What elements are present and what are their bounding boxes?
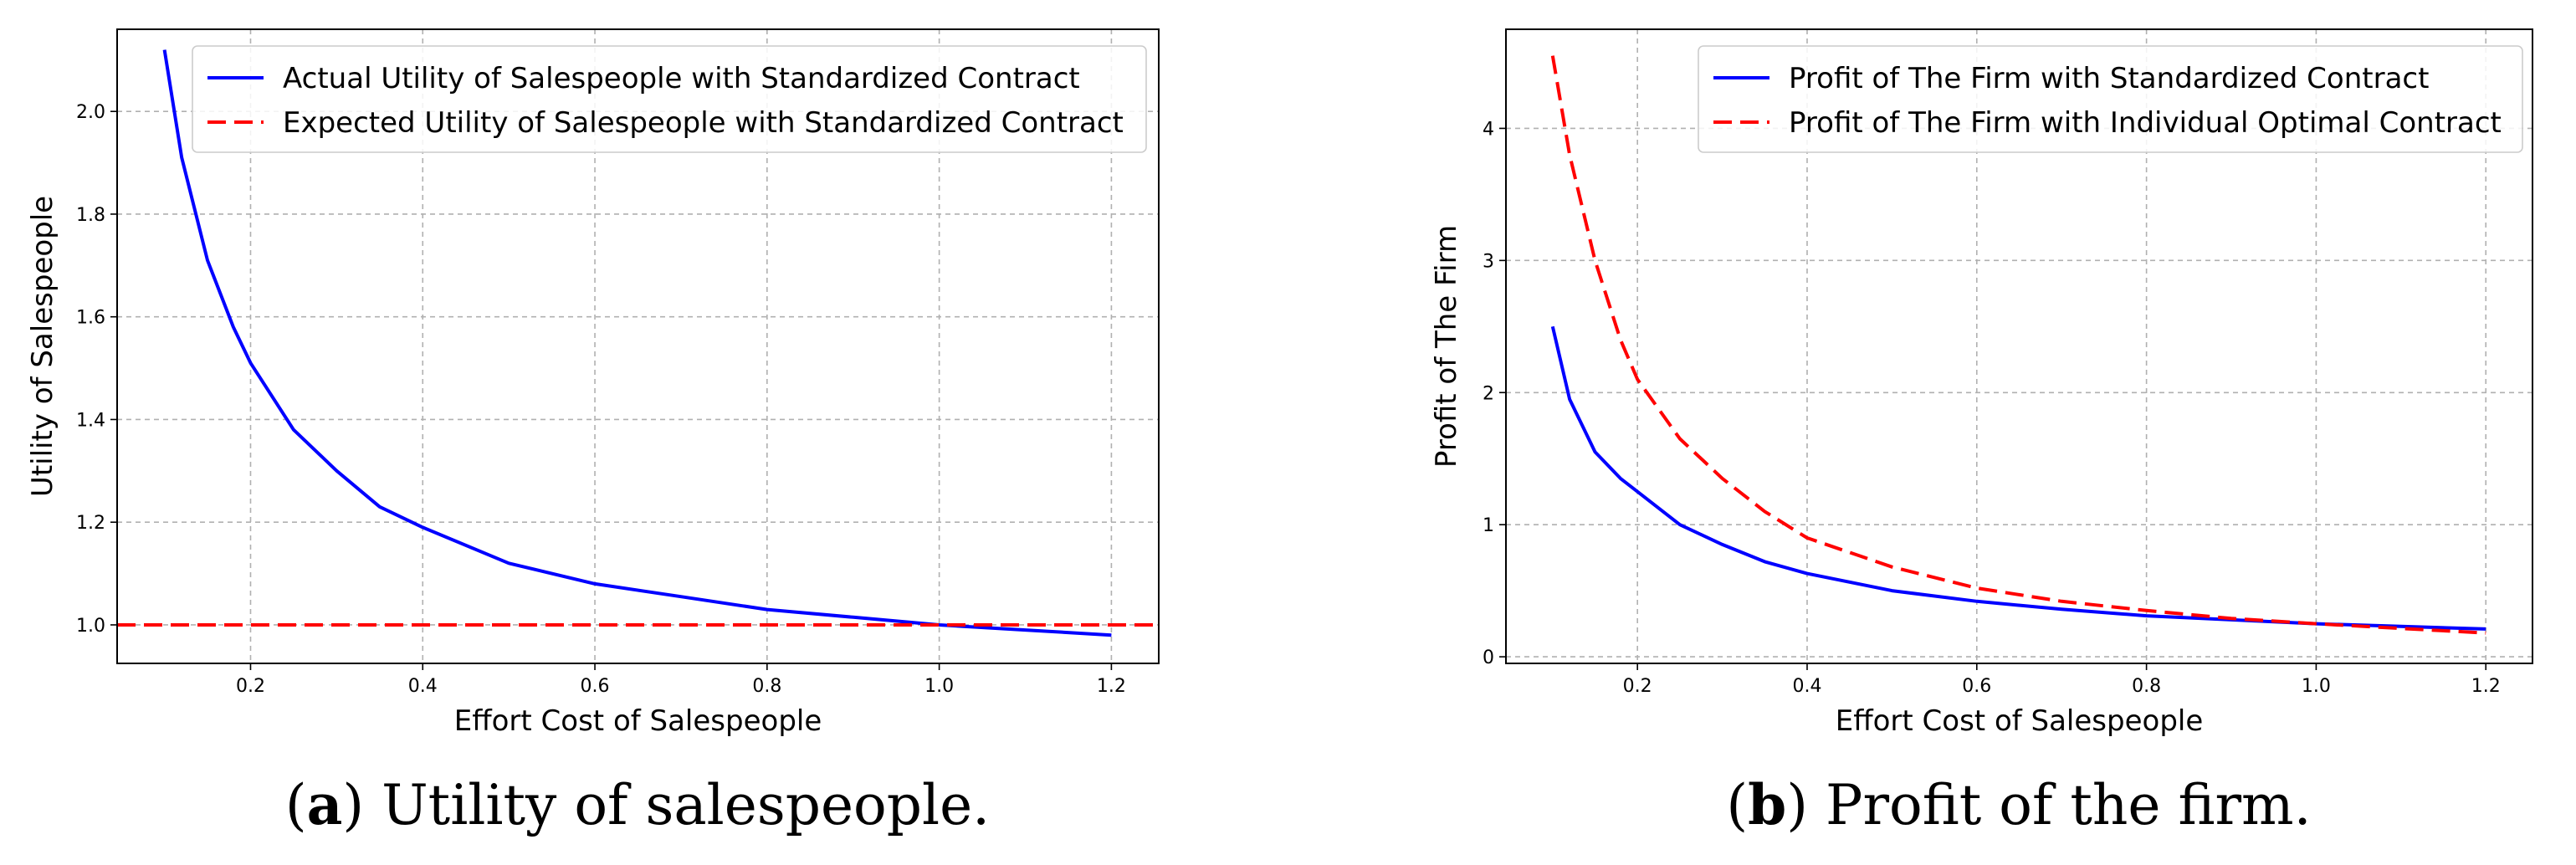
x-tick-label: 0.8 (2132, 676, 2161, 697)
legend: Profit of The Firm with Standardized Con… (1698, 45, 2523, 153)
axes-frame (1505, 28, 2533, 664)
y-axis-label: Utility of Salespeople (26, 196, 59, 497)
y-tick-label: 1.8 (76, 205, 105, 226)
legend-box (192, 45, 1147, 153)
y-tick-label: 3 (1483, 251, 1494, 272)
caption-text: Profit of the firm. (1826, 773, 2312, 837)
series-line-1 (1550, 325, 2486, 631)
legend: Actual Utility of Salespeople with Stand… (192, 45, 1147, 153)
x-tick-label: 0.2 (236, 676, 265, 697)
y-tick-label: 2 (1483, 383, 1494, 404)
x-tick-label: 0.2 (1623, 676, 1652, 697)
caption-paren-close: ) (1786, 773, 1826, 837)
x-tick-label: 1.0 (2302, 676, 2331, 697)
x-tick-label: 1.2 (2471, 676, 2501, 697)
chart-b: 0.2 0.4 0.6 0.8 1.0 1.2 0 1 2 3 4 Effort Cost of Sa… (1430, 28, 2533, 837)
caption-paren-open: ( (1726, 773, 1748, 837)
chart-a: 0.2 0.4 0.6 0.8 1.0 1.2 1.0 1.2 1.4 1.6 1.8 2.0 Effo… (26, 28, 1160, 837)
x-tick-label: 0.4 (408, 676, 438, 697)
x-tick-label: 0.6 (581, 676, 610, 697)
chart-caption: (a) Utility of salespeople. (285, 772, 990, 837)
y-tick-label: 1 (1483, 515, 1494, 536)
x-tick-label: 1.2 (1097, 676, 1126, 697)
x-axis-label: Effort Cost of Salespeople (454, 704, 822, 738)
y-tick-label: 2.0 (76, 102, 105, 123)
y-tick-label: 1.2 (76, 513, 105, 534)
legend-label-1: Actual Utility of Salespeople with Stand… (283, 62, 1080, 95)
series-line-2 (1550, 55, 2486, 635)
caption-letter: a (307, 772, 343, 837)
x-tick-label: 0.6 (1962, 676, 1991, 697)
legend-label-2: Expected Utility of Salespeople with Sta… (283, 106, 1124, 140)
legend-label-2: Profit of The Firm with Individual Optim… (1789, 106, 2502, 140)
legend-label-1: Profit of The Firm with Standardized Con… (1789, 62, 2429, 95)
x-tick-label: 0.8 (752, 676, 781, 697)
y-tick-label: 1.6 (76, 308, 105, 329)
axes-frame (116, 28, 1160, 664)
caption-text: Utility of salespeople. (382, 773, 990, 837)
y-tick-label: 1.4 (76, 410, 105, 431)
y-tick-label: 0 (1483, 647, 1494, 668)
y-tick-label: 4 (1483, 119, 1494, 140)
x-axis-label: Effort Cost of Salespeople (1836, 704, 2204, 738)
caption-paren-open: ( (285, 773, 307, 837)
x-tick-label: 0.4 (1792, 676, 1821, 697)
y-axis-label: Profit of The Firm (1430, 225, 1463, 468)
x-tick-label: 1.0 (924, 676, 954, 697)
y-tick-label: 1.0 (76, 616, 105, 637)
chart-caption: (b) Profit of the firm. (1726, 772, 2311, 837)
caption-paren-close: ) (342, 773, 382, 837)
caption-letter: b (1748, 772, 1786, 837)
series-line-1 (162, 49, 1112, 637)
legend-box (1698, 45, 2523, 153)
